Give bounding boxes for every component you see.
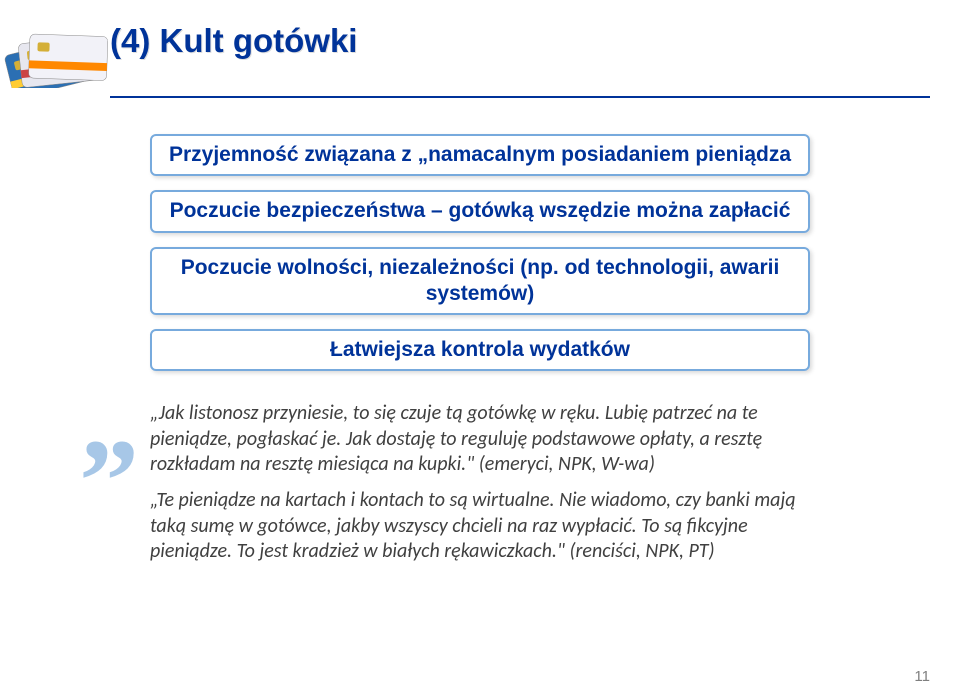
credit-cards-icon	[0, 14, 110, 88]
quotes-block: „ „Jak listonosz przyniesie, to się czuj…	[150, 401, 810, 565]
quote-mark-icon: „	[80, 359, 140, 479]
box-item: Przyjemność związana z „namacalnym posia…	[150, 134, 810, 176]
page-title: (4) Kult gotówki	[110, 20, 930, 60]
quote-paragraph: „Te pieniądze na kartach i kontach to są…	[150, 488, 810, 565]
header: (4) Kult gotówki	[110, 20, 930, 98]
boxes-container: Przyjemność związana z „namacalnym posia…	[150, 134, 810, 371]
box-item: Poczucie bezpieczeństwa – gotówką wszędz…	[150, 190, 810, 232]
box-item: Poczucie wolności, niezależności (np. od…	[150, 247, 810, 316]
quote-paragraph: „Jak listonosz przyniesie, to się czuje …	[150, 401, 810, 478]
slide: (4) Kult gotówki Przyjemność związana z …	[0, 0, 960, 699]
box-item: Łatwiejsza kontrola wydatków	[150, 329, 810, 371]
title-underline	[110, 96, 930, 98]
page-number: 11	[914, 668, 930, 685]
